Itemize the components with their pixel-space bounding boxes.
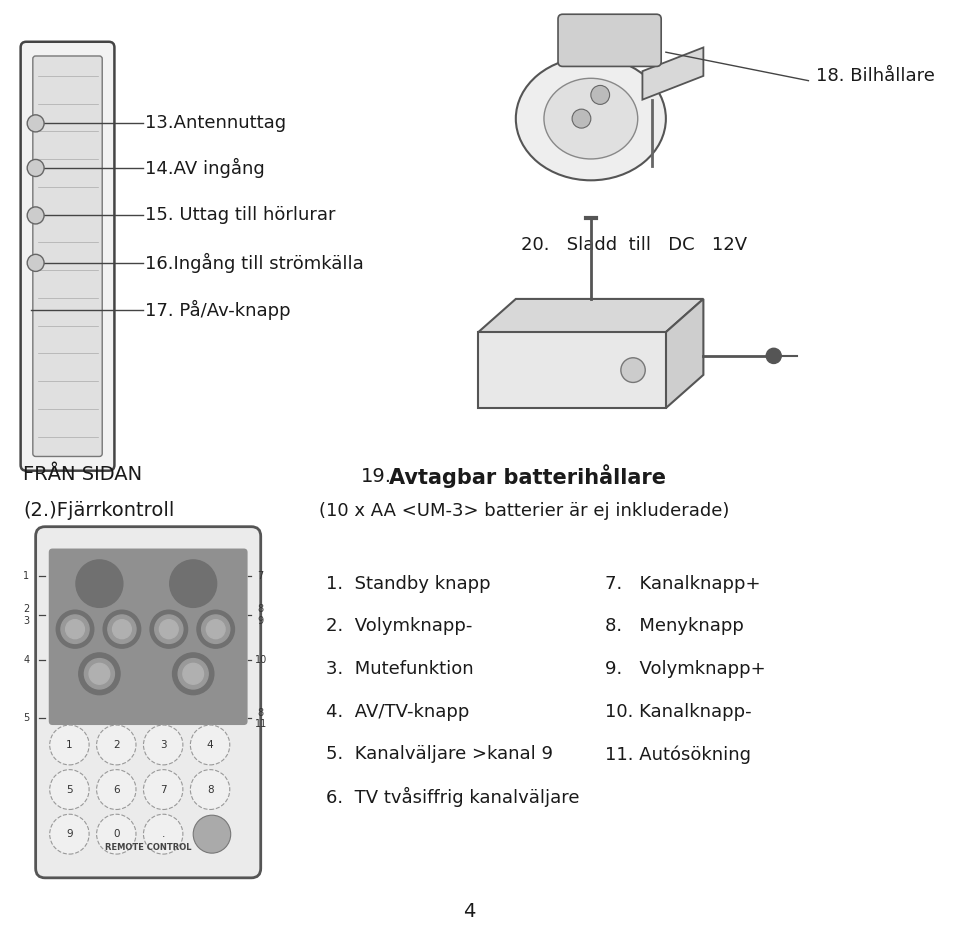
Text: 14.AV ingång: 14.AV ingång — [145, 158, 265, 178]
Text: 0: 0 — [113, 829, 120, 839]
Circle shape — [27, 254, 44, 271]
Text: 17. På/Av-knapp: 17. På/Av-knapp — [145, 300, 291, 321]
Text: REMOTE CONTROL: REMOTE CONTROL — [105, 843, 191, 852]
FancyBboxPatch shape — [49, 549, 248, 725]
Text: 7: 7 — [257, 571, 264, 581]
Text: (10 x AA <UM-3> batterier är ej inkluderade): (10 x AA <UM-3> batterier är ej inkluder… — [319, 502, 730, 519]
Circle shape — [182, 663, 204, 684]
Circle shape — [155, 615, 182, 643]
Text: 4.  AV/TV-knapp: 4. AV/TV-knapp — [326, 703, 469, 720]
Text: (2.)Fjärrkontroll: (2.)Fjärrkontroll — [23, 501, 175, 520]
Circle shape — [181, 571, 205, 596]
Text: 9: 9 — [66, 829, 73, 839]
Circle shape — [50, 770, 89, 809]
Text: 1.  Standby knapp: 1. Standby knapp — [326, 575, 491, 592]
Text: 8: 8 — [206, 785, 213, 794]
Circle shape — [206, 620, 225, 639]
Circle shape — [170, 560, 217, 607]
Text: 5: 5 — [23, 714, 30, 723]
Text: 18. Bilhållare: 18. Bilhållare — [816, 67, 935, 84]
Circle shape — [197, 610, 234, 648]
Text: .: . — [161, 829, 165, 839]
Polygon shape — [666, 299, 704, 408]
Circle shape — [159, 620, 179, 639]
Text: Avtagbar batterihållare: Avtagbar batterihållare — [389, 464, 666, 489]
FancyBboxPatch shape — [33, 56, 102, 456]
Circle shape — [97, 814, 136, 854]
Circle shape — [50, 725, 89, 765]
Circle shape — [76, 560, 123, 607]
Text: 6: 6 — [113, 785, 120, 794]
Circle shape — [590, 85, 610, 104]
Text: 8
9: 8 9 — [257, 605, 264, 625]
Text: 8
11: 8 11 — [254, 708, 267, 729]
Circle shape — [65, 620, 84, 639]
Circle shape — [108, 615, 136, 643]
Text: 3: 3 — [160, 740, 166, 750]
FancyBboxPatch shape — [20, 42, 114, 471]
Text: 20.   Sladd  till   DC   12V: 20. Sladd till DC 12V — [520, 236, 747, 253]
Text: 13.Antennuttag: 13.Antennuttag — [145, 115, 286, 132]
Circle shape — [27, 207, 44, 224]
Text: 8.   Menyknapp: 8. Menyknapp — [605, 618, 744, 635]
Text: 2: 2 — [113, 740, 120, 750]
Circle shape — [112, 620, 132, 639]
Ellipse shape — [516, 57, 666, 180]
Circle shape — [143, 770, 182, 809]
Circle shape — [143, 814, 182, 854]
Text: 2
3: 2 3 — [23, 605, 30, 625]
Circle shape — [150, 610, 187, 648]
Text: 7: 7 — [160, 785, 166, 794]
Text: 2.  Volymknapp-: 2. Volymknapp- — [326, 618, 472, 635]
Circle shape — [84, 659, 114, 689]
Circle shape — [103, 610, 141, 648]
Circle shape — [97, 770, 136, 809]
Circle shape — [143, 725, 182, 765]
Text: 5: 5 — [66, 785, 73, 794]
Polygon shape — [642, 47, 704, 100]
Circle shape — [89, 663, 109, 684]
Text: 1: 1 — [23, 571, 30, 581]
Text: 3.  Mutefunktion: 3. Mutefunktion — [326, 661, 474, 678]
Text: 1: 1 — [66, 740, 73, 750]
Circle shape — [60, 615, 89, 643]
Circle shape — [50, 814, 89, 854]
Circle shape — [87, 571, 111, 596]
Text: 4: 4 — [23, 655, 30, 664]
Text: 16.Ingång till strömkälla: 16.Ingång till strömkälla — [145, 252, 364, 273]
Circle shape — [27, 115, 44, 132]
Text: 4: 4 — [206, 740, 213, 750]
Circle shape — [621, 358, 645, 382]
Circle shape — [79, 653, 120, 695]
Text: 11. Autósökning: 11. Autósökning — [605, 745, 751, 764]
Text: 10. Kanalknapp-: 10. Kanalknapp- — [605, 703, 752, 720]
FancyBboxPatch shape — [478, 332, 666, 408]
Circle shape — [173, 653, 214, 695]
Text: FRÅN SIDAN: FRÅN SIDAN — [23, 465, 143, 484]
Circle shape — [193, 815, 230, 853]
Text: 7.   Kanalknapp+: 7. Kanalknapp+ — [605, 575, 760, 592]
FancyBboxPatch shape — [558, 14, 661, 66]
Circle shape — [176, 566, 211, 602]
Text: 6.  TV tvåsiffrig kanalväljare: 6. TV tvåsiffrig kanalväljare — [326, 787, 580, 808]
Text: 9.   Volymknapp+: 9. Volymknapp+ — [605, 661, 765, 678]
Text: 10: 10 — [254, 655, 267, 664]
Circle shape — [202, 615, 229, 643]
FancyBboxPatch shape — [36, 527, 261, 878]
Circle shape — [57, 610, 94, 648]
Circle shape — [82, 566, 117, 602]
Circle shape — [572, 109, 590, 128]
Polygon shape — [478, 299, 704, 332]
Circle shape — [190, 725, 229, 765]
Circle shape — [179, 659, 208, 689]
Circle shape — [27, 159, 44, 177]
Ellipse shape — [544, 79, 637, 159]
Text: 4: 4 — [463, 902, 475, 921]
Circle shape — [766, 348, 781, 363]
Text: 5.  Kanalväljare >kanal 9: 5. Kanalväljare >kanal 9 — [326, 746, 553, 763]
Circle shape — [190, 770, 229, 809]
Circle shape — [97, 725, 136, 765]
Text: 19.: 19. — [361, 467, 392, 486]
Text: 15. Uttag till hörlurar: 15. Uttag till hörlurar — [145, 207, 336, 224]
